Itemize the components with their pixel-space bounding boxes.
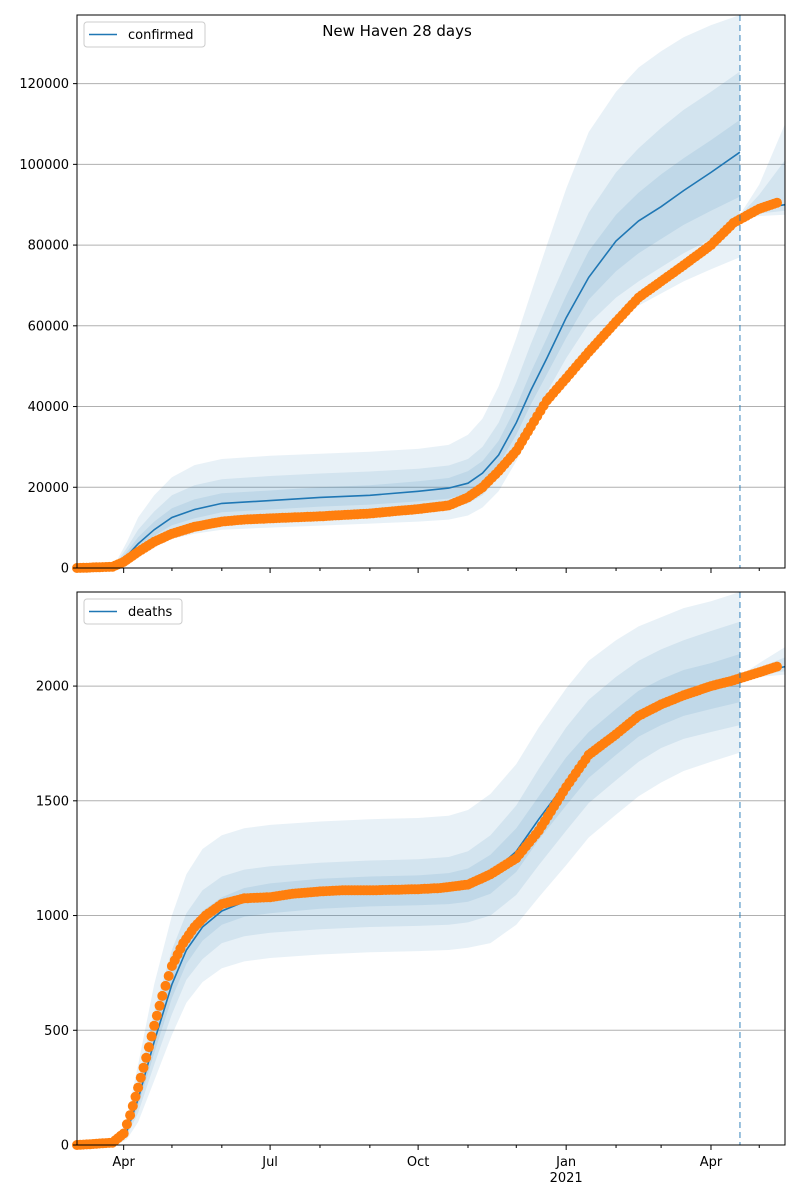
legend-label: confirmed (128, 28, 194, 43)
observed-point (130, 1091, 141, 1102)
legend: confirmed (83, 21, 206, 48)
y-tick-label: 60000 (28, 319, 69, 334)
axes-frame (76, 591, 786, 1146)
observed-point (118, 1128, 129, 1139)
y-tick-label: 120000 (19, 77, 69, 92)
observed-point (157, 990, 168, 1001)
observed-point (121, 1119, 132, 1130)
x-tick-label: Jul (261, 1155, 278, 1170)
y-tick-label: 0 (61, 1139, 69, 1154)
observed-point (133, 1082, 144, 1093)
continuation-band (739, 124, 785, 219)
observed-point (160, 980, 171, 991)
y-tick-label: 0 (61, 562, 69, 577)
y-tick-label: 500 (44, 1024, 69, 1039)
x-tick-label: Jan (555, 1155, 576, 1170)
legend: deaths (83, 598, 183, 625)
legend-box (83, 598, 183, 625)
deaths-panel: 0 500 1000 1500 2000 deaths (36, 591, 786, 1154)
confidence-band (77, 71, 740, 568)
confidence-band (77, 654, 740, 1145)
observed-point (146, 1031, 157, 1042)
confidence-band (77, 621, 740, 1145)
confidence-band (77, 592, 740, 1145)
y-tick-label: 80000 (28, 239, 69, 254)
observed-point (135, 1072, 146, 1083)
observed-point (151, 1010, 162, 1021)
y-tick-label: 1000 (36, 909, 69, 924)
observed-point (138, 1062, 149, 1073)
legend-label: deaths (128, 605, 173, 620)
y-tick-label: 2000 (36, 680, 69, 695)
y-tick-label: 100000 (19, 158, 69, 173)
axes-frame (76, 14, 786, 569)
model-line (77, 151, 741, 569)
observed-point (772, 197, 782, 208)
confidence-band (77, 15, 740, 568)
observed-point (127, 1101, 138, 1111)
observed-point (149, 1020, 160, 1031)
x-tick-label: Oct (407, 1155, 429, 1170)
y-tick-label: 40000 (28, 400, 69, 415)
observed-point (772, 661, 782, 672)
observed-point (163, 971, 174, 981)
y-tick-label: 1500 (36, 794, 69, 809)
observed-point (141, 1052, 152, 1063)
observed-point (143, 1042, 154, 1053)
figure-title: New Haven 28 days (322, 22, 472, 40)
x-tick-label: Apr (700, 1155, 723, 1170)
x-tick-label: Apr (112, 1155, 135, 1170)
y-tick-label: 20000 (28, 481, 69, 496)
x-tick-sublabel: 2021 (550, 1171, 583, 1186)
observed-point (154, 1000, 165, 1011)
observed-point (125, 1110, 136, 1121)
legend-box (83, 21, 206, 48)
confirmed-panel: 0 20000 40000 60000 80000 100000 120000 confirm… (19, 14, 786, 577)
